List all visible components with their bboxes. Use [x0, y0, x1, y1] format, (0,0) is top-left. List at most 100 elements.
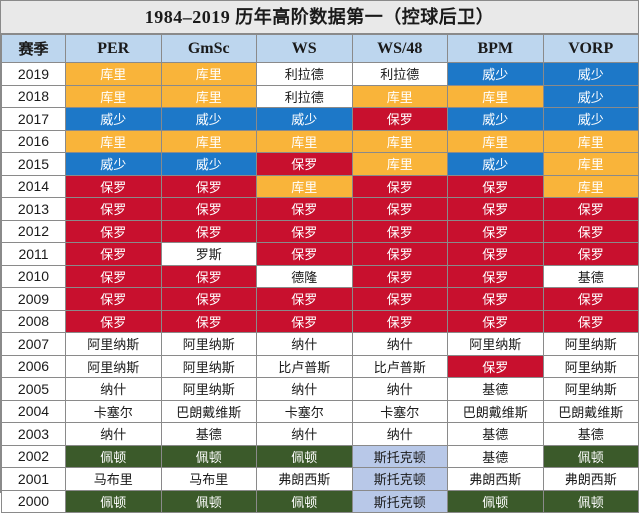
player-cell-per: 卡塞尔: [65, 399, 162, 423]
table-row: 2004 卡塞尔 巴朗戴维斯 卡塞尔 卡塞尔 巴朗戴维斯 巴朗戴维斯: [1, 399, 639, 423]
column-header-bpm: BPM: [447, 34, 544, 63]
season-cell: 2014: [1, 174, 66, 198]
table-row: 2009 保罗 保罗 保罗 保罗 保罗 保罗: [1, 287, 639, 311]
player-cell-gmsc: 库里: [160, 129, 257, 153]
player-cell-gmsc: 保罗: [160, 309, 257, 333]
player-cell-ws48: 斯托克顿: [351, 467, 448, 491]
player-cell-ws: 佩顿: [256, 489, 353, 513]
table-row: 2013 保罗 保罗 保罗 保罗 保罗 保罗: [1, 197, 639, 221]
player-cell-bpm: 佩顿: [447, 489, 544, 513]
table-row: 2016 库里 库里 库里 库里 库里 库里: [1, 129, 639, 153]
player-cell-vorp: 威少: [542, 107, 639, 131]
player-cell-ws: 保罗: [256, 219, 353, 243]
player-cell-bpm: 弗朗西斯: [447, 467, 544, 491]
player-cell-gmsc: 基德: [160, 422, 257, 446]
player-cell-ws48: 卡塞尔: [351, 399, 448, 423]
player-cell-ws48: 库里: [351, 84, 448, 108]
player-cell-per: 保罗: [65, 287, 162, 311]
player-cell-ws48: 纳什: [351, 332, 448, 356]
player-cell-gmsc: 巴朗戴维斯: [160, 399, 257, 423]
player-cell-per: 保罗: [65, 242, 162, 266]
player-cell-ws: 利拉德: [256, 62, 353, 86]
player-cell-per: 库里: [65, 129, 162, 153]
player-cell-vorp: 保罗: [542, 219, 639, 243]
season-cell: 2016: [1, 129, 66, 153]
player-cell-per: 保罗: [65, 264, 162, 288]
column-header-gmsc: GmSc: [160, 34, 257, 63]
player-cell-ws: 利拉德: [256, 84, 353, 108]
table-row: 2018 库里 库里 利拉德 库里 库里 威少: [1, 84, 639, 108]
table-row: 2008 保罗 保罗 保罗 保罗 保罗 保罗: [1, 309, 639, 333]
player-cell-per: 库里: [65, 62, 162, 86]
player-cell-ws48: 纳什: [351, 422, 448, 446]
player-cell-per: 纳什: [65, 377, 162, 401]
season-cell: 2003: [1, 422, 66, 446]
player-cell-gmsc: 威少: [160, 107, 257, 131]
player-cell-vorp: 阿里纳斯: [542, 332, 639, 356]
player-cell-ws: 威少: [256, 107, 353, 131]
player-cell-bpm: 基德: [447, 422, 544, 446]
player-cell-bpm: 阿里纳斯: [447, 332, 544, 356]
table-row: 2007 阿里纳斯 阿里纳斯 纳什 纳什 阿里纳斯 阿里纳斯: [1, 332, 639, 356]
player-cell-bpm: 威少: [447, 152, 544, 176]
player-cell-ws48: 保罗: [351, 174, 448, 198]
player-cell-gmsc: 库里: [160, 62, 257, 86]
player-cell-ws48: 纳什: [351, 377, 448, 401]
table-row: 2017 威少 威少 威少 保罗 威少 威少: [1, 107, 639, 131]
player-cell-per: 纳什: [65, 422, 162, 446]
player-cell-vorp: 威少: [542, 84, 639, 108]
player-cell-gmsc: 佩顿: [160, 444, 257, 468]
player-cell-bpm: 威少: [447, 107, 544, 131]
table-row: 2015 威少 威少 保罗 库里 威少 库里: [1, 152, 639, 176]
player-cell-per: 保罗: [65, 197, 162, 221]
player-cell-bpm: 保罗: [447, 219, 544, 243]
player-cell-ws: 保罗: [256, 242, 353, 266]
player-cell-ws: 库里: [256, 129, 353, 153]
table-row: 2011 保罗 罗斯 保罗 保罗 保罗 保罗: [1, 242, 639, 266]
player-cell-per: 佩顿: [65, 444, 162, 468]
player-cell-ws48: 保罗: [351, 242, 448, 266]
player-cell-ws: 保罗: [256, 287, 353, 311]
season-cell: 2017: [1, 107, 66, 131]
player-cell-ws48: 保罗: [351, 219, 448, 243]
player-cell-gmsc: 罗斯: [160, 242, 257, 266]
player-cell-ws: 保罗: [256, 197, 353, 221]
player-cell-vorp: 基德: [542, 264, 639, 288]
season-cell: 2005: [1, 377, 66, 401]
player-cell-vorp: 库里: [542, 129, 639, 153]
player-cell-bpm: 保罗: [447, 174, 544, 198]
season-cell: 2001: [1, 467, 66, 491]
player-cell-vorp: 威少: [542, 62, 639, 86]
season-cell: 2004: [1, 399, 66, 423]
season-cell: 2006: [1, 354, 66, 378]
player-cell-bpm: 基德: [447, 444, 544, 468]
player-cell-ws48: 保罗: [351, 309, 448, 333]
player-cell-gmsc: 阿里纳斯: [160, 354, 257, 378]
player-cell-gmsc: 阿里纳斯: [160, 332, 257, 356]
player-cell-vorp: 保罗: [542, 197, 639, 221]
table-row: 2014 保罗 保罗 库里 保罗 保罗 库里: [1, 174, 639, 198]
column-header-per: PER: [65, 34, 162, 63]
table-row: 2006 阿里纳斯 阿里纳斯 比卢普斯 比卢普斯 保罗 阿里纳斯: [1, 354, 639, 378]
player-cell-per: 威少: [65, 107, 162, 131]
player-cell-gmsc: 保罗: [160, 174, 257, 198]
header-row: 赛季 PER GmSc WS WS/48 BPM VORP: [1, 34, 639, 63]
season-cell: 2019: [1, 62, 66, 86]
table-row: 2001 马布里 马布里 弗朗西斯 斯托克顿 弗朗西斯 弗朗西斯: [1, 467, 639, 491]
player-cell-bpm: 巴朗戴维斯: [447, 399, 544, 423]
season-cell: 2018: [1, 84, 66, 108]
player-cell-ws: 库里: [256, 174, 353, 198]
table-row: 2019 库里 库里 利拉德 利拉德 威少 威少: [1, 62, 639, 86]
player-cell-per: 阿里纳斯: [65, 354, 162, 378]
player-cell-vorp: 阿里纳斯: [542, 354, 639, 378]
season-cell: 2011: [1, 242, 66, 266]
player-cell-vorp: 佩顿: [542, 444, 639, 468]
table-row: 2010 保罗 保罗 德隆 保罗 保罗 基德: [1, 264, 639, 288]
player-cell-per: 保罗: [65, 174, 162, 198]
player-cell-vorp: 巴朗戴维斯: [542, 399, 639, 423]
player-cell-gmsc: 保罗: [160, 197, 257, 221]
player-cell-ws48: 保罗: [351, 197, 448, 221]
column-header-ws: WS: [256, 34, 353, 63]
season-cell: 2002: [1, 444, 66, 468]
